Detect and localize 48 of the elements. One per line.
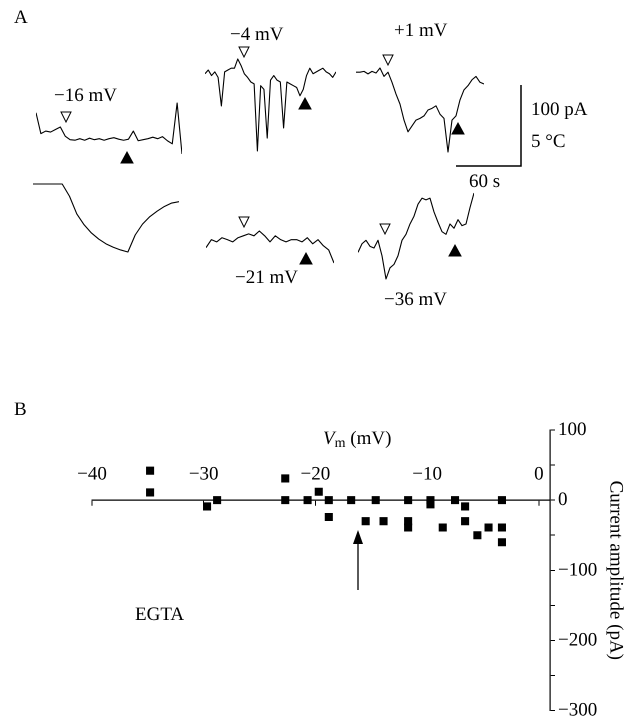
x-tick-label: 0 (534, 464, 544, 485)
y-tick-label: 100 (558, 418, 586, 440)
y-tick-label: −200 (558, 629, 598, 650)
point (281, 496, 290, 504)
text: 60 s (469, 171, 500, 192)
point (380, 517, 388, 526)
point (146, 488, 154, 496)
point (461, 502, 470, 510)
x-tick-label: −20 (300, 464, 330, 485)
y-tick-label: −100 (558, 559, 598, 580)
point (484, 523, 493, 532)
text: B (14, 399, 27, 420)
point (451, 496, 460, 504)
point (324, 512, 333, 522)
y-tick-label: −300 (558, 700, 598, 721)
point (347, 496, 356, 504)
point (213, 496, 222, 504)
point (498, 523, 506, 532)
chart-title: −16 mV (54, 85, 117, 106)
point (426, 500, 434, 508)
annotation: EGTA (135, 604, 184, 625)
text: −36 mV (384, 289, 447, 310)
x-tick-label: −40 (77, 464, 107, 485)
point (304, 496, 312, 504)
point (146, 466, 154, 475)
point (372, 496, 380, 504)
x-tick-label: −30 (188, 464, 219, 485)
chart-title: −4 mV (230, 24, 284, 45)
point (473, 531, 482, 540)
text: A (14, 7, 28, 28)
point (362, 517, 370, 526)
point (404, 523, 412, 532)
point (498, 538, 506, 546)
point (203, 502, 212, 510)
text: 5 °C (531, 131, 566, 152)
point (314, 488, 323, 496)
text: −21 mV (235, 267, 298, 288)
chart-title: +1 mV (394, 20, 448, 41)
point (438, 523, 447, 532)
text: 100 pA (531, 99, 588, 120)
x-tick-label: −10 (412, 464, 442, 485)
point (498, 496, 506, 504)
y-tick-label: 0 (558, 489, 568, 510)
point (324, 496, 333, 504)
y-axis-title: Current amplitude (pA) (606, 480, 627, 660)
point (404, 496, 412, 504)
point (281, 474, 290, 482)
point (461, 517, 470, 526)
